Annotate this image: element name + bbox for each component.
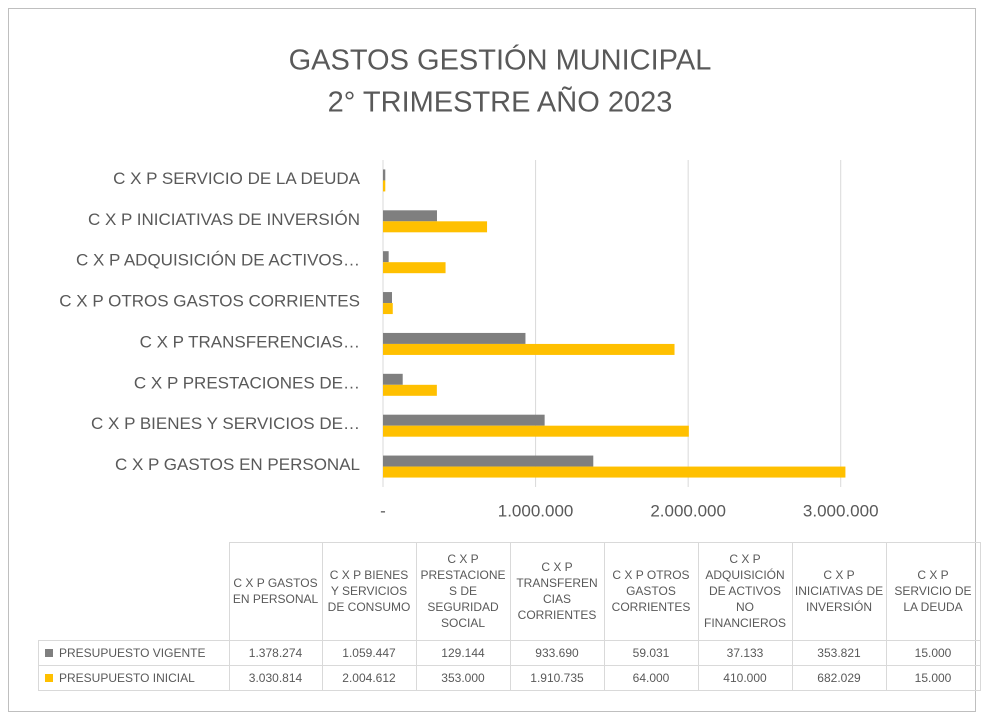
table-header-cell: C X P BIENES Y SERVICIOS DE CONSUMO	[321, 542, 417, 641]
legend-swatch	[45, 649, 53, 658]
bar	[383, 466, 846, 478]
bar	[383, 221, 488, 233]
table-value-cell: 1.910.735	[509, 664, 605, 691]
table-corner	[39, 543, 230, 641]
y-tick-label: C X P OTROS GASTOS CORRIENTES	[59, 292, 360, 311]
table-value-cell: 37.133	[697, 639, 793, 666]
bar	[383, 425, 689, 437]
y-tick-label: C X P GASTOS EN PERSONAL	[115, 455, 360, 474]
bar	[383, 169, 386, 181]
table-value-cell: 410.000	[697, 664, 793, 691]
bar	[383, 414, 545, 426]
table-header-cell: C X P INICIATIVAS DE INVERSIÓN	[791, 542, 887, 641]
y-tick-label: C X P ADQUISICIÓN DE ACTIVOS…	[76, 251, 360, 270]
x-tick-label: 1.000.000	[498, 501, 574, 520]
legend-label: PRESUPUESTO VIGENTE	[59, 645, 206, 660]
bar	[383, 455, 594, 467]
y-tick-label: C X P PRESTACIONES DE…	[134, 373, 360, 392]
x-tick-label: 3.000.000	[803, 501, 879, 520]
table-value-cell: 1.378.274	[228, 639, 323, 666]
table-value-cell: 64.000	[603, 664, 699, 691]
table-value-cell: 353.000	[415, 664, 511, 691]
table-row: PRESUPUESTO INICIAL 3.030.814 2.004.612 353…	[38, 664, 981, 691]
legend-label: PRESUPUESTO INICIAL	[59, 670, 195, 685]
legend-cell: PRESUPUESTO VIGENTE	[38, 639, 230, 666]
bar	[383, 373, 403, 385]
bar	[383, 210, 437, 222]
data-table: C X P GASTOS EN PERSONAL C X P BIENES Y S…	[38, 542, 981, 691]
chart-title: 2° TRIMESTRE AÑO 2023	[328, 85, 673, 119]
table-value-cell: 3.030.814	[228, 664, 323, 691]
bar	[383, 384, 437, 396]
table-value-cell: 59.031	[603, 639, 699, 666]
y-tick-label: C X P INICIATIVAS DE INVERSIÓN	[88, 210, 360, 229]
table-value-cell: 129.144	[415, 639, 511, 666]
bar	[383, 303, 393, 315]
bar	[383, 251, 389, 263]
table-value-cell: 353.821	[791, 639, 887, 666]
bar	[383, 262, 446, 274]
x-tick-label: 2.000.000	[650, 501, 726, 520]
bar	[383, 292, 393, 304]
table-value-cell: 15.000	[885, 639, 981, 666]
table-header-cell: C X P PRESTACIONES DE SEGURIDAD SOCIAL	[415, 542, 511, 641]
table-header-cell: C X P ADQUISICIÓN DE ACTIVOS NO FINANCIE…	[697, 542, 793, 641]
table-header-cell: C X P TRANSFERENCIAS CORRIENTES	[509, 542, 605, 641]
table-header-cell: C X P GASTOS EN PERSONAL	[228, 542, 323, 641]
table-header-cell: C X P OTROS GASTOS CORRIENTES	[603, 542, 699, 641]
table-value-cell: 2.004.612	[321, 664, 417, 691]
y-tick-label: C X P SERVICIO DE LA DEUDA	[113, 169, 361, 188]
table-value-cell: 933.690	[509, 639, 605, 666]
table-value-cell: 15.000	[885, 664, 981, 691]
table-value-cell: 682.029	[791, 664, 887, 691]
legend-cell: PRESUPUESTO INICIAL	[38, 664, 230, 691]
bar	[383, 332, 526, 344]
y-tick-label: C X P TRANSFERENCIAS…	[140, 332, 360, 351]
bar	[383, 343, 675, 355]
table-row: PRESUPUESTO VIGENTE 1.378.274 1.059.447 129…	[38, 639, 981, 666]
bar	[383, 180, 386, 192]
legend-swatch	[45, 674, 53, 683]
y-tick-label: C X P BIENES Y SERVICIOS DE…	[91, 414, 360, 433]
table-header-cell: C X P SERVICIO DE LA DEUDA	[885, 542, 981, 641]
table-header-row: C X P GASTOS EN PERSONAL C X P BIENES Y S…	[39, 542, 981, 641]
chart-title: GASTOS GESTIÓN MUNICIPAL	[289, 44, 712, 77]
x-tick-label: -	[380, 501, 386, 520]
table-value-cell: 1.059.447	[321, 639, 417, 666]
